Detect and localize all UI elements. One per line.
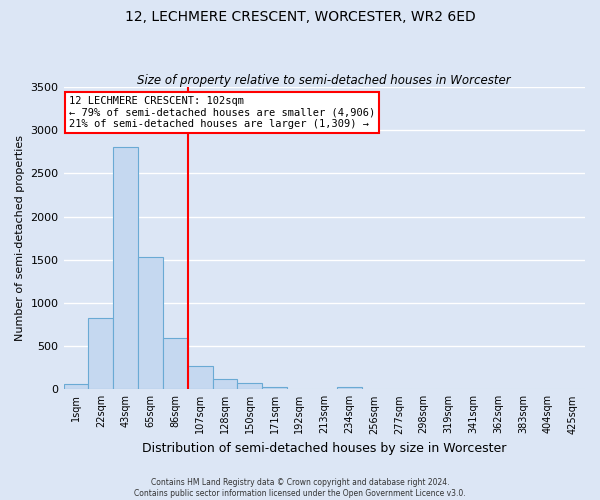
Text: Contains HM Land Registry data © Crown copyright and database right 2024.
Contai: Contains HM Land Registry data © Crown c… bbox=[134, 478, 466, 498]
Bar bbox=[212, 380, 238, 390]
Title: Size of property relative to semi-detached houses in Worcester: Size of property relative to semi-detach… bbox=[137, 74, 511, 87]
Text: 12, LECHMERE CRESCENT, WORCESTER, WR2 6ED: 12, LECHMERE CRESCENT, WORCESTER, WR2 6E… bbox=[125, 10, 475, 24]
Bar bbox=[138, 257, 163, 390]
Bar bbox=[188, 366, 212, 390]
Bar bbox=[64, 384, 88, 390]
X-axis label: Distribution of semi-detached houses by size in Worcester: Distribution of semi-detached houses by … bbox=[142, 442, 506, 455]
Bar bbox=[262, 386, 287, 390]
Text: 12 LECHMERE CRESCENT: 102sqm
← 79% of semi-detached houses are smaller (4,906)
2: 12 LECHMERE CRESCENT: 102sqm ← 79% of se… bbox=[69, 96, 375, 130]
Bar bbox=[163, 338, 188, 390]
Bar bbox=[337, 386, 362, 390]
Y-axis label: Number of semi-detached properties: Number of semi-detached properties bbox=[15, 135, 25, 341]
Bar bbox=[238, 383, 262, 390]
Bar bbox=[88, 318, 113, 390]
Bar bbox=[113, 148, 138, 390]
